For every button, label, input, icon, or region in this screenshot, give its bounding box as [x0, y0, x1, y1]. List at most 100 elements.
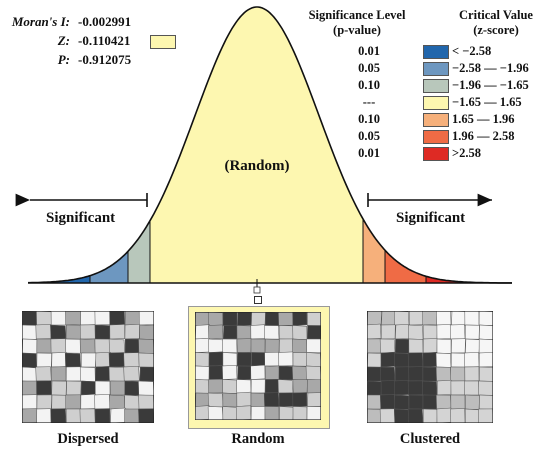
- map-polygon: [64, 352, 81, 368]
- map-polygon: [292, 365, 308, 381]
- map-polygon: [251, 352, 266, 367]
- random-caption: Random: [231, 431, 285, 447]
- map-polygon: [395, 338, 410, 354]
- critical-value-header: Critical Value (z-score): [442, 8, 550, 38]
- morans-i-label: Moran's I:: [11, 14, 70, 29]
- band-far-left: [28, 7, 90, 283]
- legend-z-range: −1.96 — −1.65: [452, 78, 529, 92]
- map-polygon: [465, 408, 480, 423]
- legend-z-range: 1.65 — 1.96: [452, 112, 515, 126]
- map-polygon: [464, 380, 480, 396]
- map-polygon: [65, 394, 81, 410]
- map-polygon: [367, 323, 382, 340]
- map-polygon: [109, 311, 125, 326]
- legend-swatch: [423, 96, 449, 110]
- map-polygon: [50, 408, 67, 423]
- bell-curve-outline: [28, 6, 512, 284]
- map-polygon: [380, 351, 396, 368]
- legend-row: 0.10 −1.96 — −1.65: [348, 78, 548, 94]
- map-polygon: [94, 338, 111, 354]
- map-polygon: [407, 352, 424, 368]
- map-polygon: [22, 311, 38, 326]
- map-polygon: [450, 380, 466, 396]
- legend-p-value: ---: [362, 95, 376, 109]
- map-polygon: [109, 394, 125, 410]
- map-polygon: [450, 394, 466, 410]
- map-polygon: [195, 392, 210, 407]
- map-polygon: [379, 338, 396, 354]
- map-polygon: [222, 392, 238, 408]
- normal-curve-diagram: [15, 6, 512, 294]
- map-polygon: [138, 311, 154, 326]
- p-value: -0.912075: [78, 52, 132, 67]
- legend-p-value: 0.10: [358, 112, 380, 126]
- map-polygon: [278, 351, 294, 367]
- map-polygon: [394, 352, 410, 368]
- map-polygon: [50, 338, 67, 354]
- map-polygon: [436, 407, 452, 423]
- map-polygon: [35, 324, 52, 340]
- map-polygon: [36, 394, 52, 410]
- map-polygon: [279, 325, 294, 340]
- map-polygon: [422, 366, 438, 382]
- map-polygon: [307, 392, 321, 407]
- map-polygon: [51, 352, 67, 368]
- connector-square-2b: [254, 296, 262, 304]
- legend-z-range: 1.96 — 2.58: [452, 129, 515, 143]
- map-polygon: [307, 312, 321, 326]
- map-polygon: [35, 366, 52, 382]
- legend-z-range: −1.65 — 1.65: [452, 95, 522, 109]
- map-polygon: [94, 324, 111, 340]
- sig-level-header-line1: Significance Level: [308, 8, 406, 22]
- band-dividers: [89, 219, 427, 283]
- map-polygon: [435, 352, 452, 368]
- map-polygon: [306, 379, 321, 394]
- map-polygon: [478, 408, 493, 423]
- map-polygon: [237, 338, 252, 353]
- map-polygon: [124, 380, 140, 396]
- map-polygon: [436, 338, 452, 354]
- map-polygon: [367, 408, 382, 423]
- map-polygon: [292, 325, 308, 340]
- map-polygon: [379, 408, 396, 423]
- map-polygon: [22, 352, 37, 368]
- map-polygon: [394, 311, 410, 326]
- map-polygon: [264, 351, 280, 367]
- map-polygon: [237, 365, 252, 380]
- map-polygon: [208, 338, 224, 354]
- map-polygon: [292, 312, 308, 326]
- map-polygon: [409, 311, 424, 326]
- map-polygon: [250, 364, 266, 380]
- map-polygon: [264, 406, 280, 420]
- map-polygon: [450, 352, 466, 368]
- legend-swatch: [423, 45, 449, 59]
- map-polygon: [367, 352, 382, 368]
- map-polygon: [435, 366, 452, 382]
- map-polygon: [138, 338, 154, 354]
- map-polygon: [278, 365, 294, 381]
- map-polygon: [478, 311, 493, 326]
- legend-row: 0.01 >2.58: [348, 146, 548, 162]
- map-polygon: [292, 352, 308, 367]
- map-polygon: [195, 352, 210, 367]
- legend-p-value: 0.10: [358, 78, 380, 92]
- morans-i-value: -0.002991: [78, 14, 132, 29]
- map-polygon: [464, 352, 480, 368]
- map-polygon: [208, 365, 224, 380]
- z-value: -0.110421: [78, 33, 131, 48]
- map-polygon: [293, 379, 308, 394]
- map-polygon: [465, 338, 480, 354]
- map-polygon: [51, 380, 67, 396]
- map-polygon: [478, 338, 493, 354]
- map-polygon: [139, 324, 154, 340]
- map-polygon: [479, 394, 493, 410]
- left-significant-label: Significant: [46, 210, 116, 226]
- legend-p-value: 0.05: [358, 129, 380, 143]
- map-polygon: [436, 380, 452, 396]
- map-polygon: [236, 325, 252, 340]
- legend-swatch: [423, 130, 449, 144]
- map-polygon: [250, 406, 266, 420]
- map-polygon: [222, 406, 238, 420]
- map-polygon: [306, 406, 321, 420]
- map-polygon: [408, 324, 424, 340]
